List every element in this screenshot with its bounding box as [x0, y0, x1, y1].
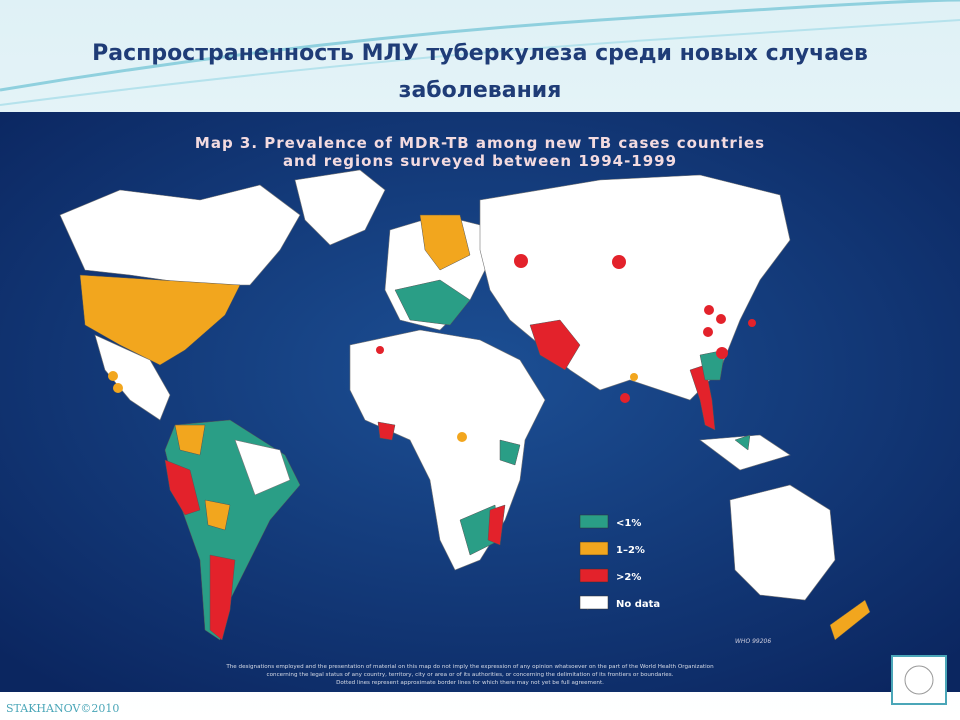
legend-label: 1–2%	[616, 545, 645, 556]
slide-title: заболевания	[399, 78, 562, 103]
legend-label: >2%	[616, 572, 641, 583]
disclaimer: The designations employed and the presen…	[225, 664, 714, 670]
legend: <1% 1–2% >2% No data	[579, 514, 660, 610]
decor-curve	[0, 0, 960, 92]
logo-icon	[891, 655, 947, 705]
legend-swatch	[579, 541, 609, 556]
map-code: WHO 99206	[735, 638, 771, 645]
legend-swatch	[579, 568, 609, 583]
world-map	[59, 169, 871, 641]
slide-title: Распространенность МЛУ туберкулеза среди…	[92, 41, 868, 66]
legend-label: No data	[616, 599, 660, 610]
credit: STAKHANOV©2010	[6, 702, 119, 715]
map-title: Map 3. Prevalence of MDR-TB among new TB…	[195, 134, 765, 152]
legend-swatch	[579, 595, 609, 610]
disclaimer: Dotted lines represent approximate borde…	[336, 680, 604, 686]
legend-swatch	[579, 514, 609, 529]
disclaimer: concerning the legal status of any count…	[267, 672, 674, 678]
logo-icon	[904, 665, 934, 695]
map-title: and regions surveyed between 1994-1999	[283, 152, 677, 170]
decor-curve	[0, 19, 960, 106]
legend-label: <1%	[616, 518, 641, 529]
